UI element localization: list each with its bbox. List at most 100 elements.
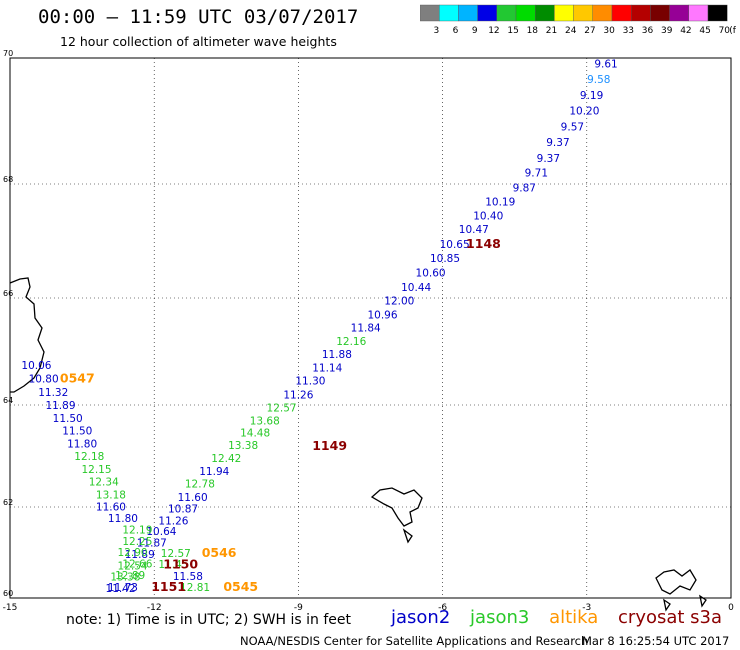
swh-value: 11.73: [108, 582, 138, 594]
swh-value: 10.80: [29, 374, 59, 386]
lon-tick-label: -9: [294, 603, 303, 613]
swh-value: 11.84: [351, 323, 381, 335]
scale-label: 33: [623, 26, 634, 36]
swh-value: 10.40: [473, 210, 503, 222]
swh-value: 14.48: [240, 428, 270, 440]
lat-tick-label: 60: [3, 589, 13, 598]
swh-value: 9.37: [546, 137, 569, 149]
scale-unit: (ft): [729, 26, 736, 36]
swh-value: 11.58: [173, 571, 203, 583]
swh-value: 12.89: [115, 570, 145, 582]
swh-value: 10.44: [401, 282, 431, 294]
scale-label: 18: [527, 26, 539, 36]
lon-tick-label: -6: [438, 603, 447, 613]
swh-value: 11.42: [106, 583, 136, 595]
swh-value: 9.61: [594, 58, 617, 70]
swh-value: 12.81: [180, 582, 210, 594]
swh-value: 12.57: [267, 403, 297, 415]
pass-time-label: 1148: [466, 236, 501, 251]
swh-labels: 9.61 9.58 9.19 10.20 9.57 9.37 9.37 9.71 9.87 10.…: [21, 58, 617, 595]
legend-jason3: jason3: [470, 607, 530, 628]
swh-value: 11.26: [158, 515, 188, 527]
lat-tick-label: 62: [3, 498, 13, 507]
scale-label: 39: [661, 26, 673, 36]
swh-value: 9.37: [537, 153, 560, 165]
swh-value: 12.18: [74, 451, 104, 463]
map-subtitle: 12 hour collection of altimeter wave hei…: [60, 34, 337, 49]
pass-time-label: 0546: [202, 545, 237, 560]
swh-value: 12.19: [122, 524, 152, 536]
swh-value: 11.89: [45, 400, 75, 412]
swh-value: 11.89: [125, 549, 155, 561]
map-title: 00:00 – 11:59 UTC 03/07/2017: [38, 6, 359, 28]
swh-value: 12.16: [336, 336, 366, 348]
legend-jason2: jason2: [391, 607, 451, 628]
swh-value: 12.66: [122, 559, 152, 571]
lat-tick-label: 68: [3, 175, 13, 184]
swh-value: 11.80: [108, 513, 138, 525]
swh-value: 12.25: [122, 536, 152, 548]
swh-value: 11.60: [178, 492, 208, 504]
scale-label: 12: [488, 26, 499, 36]
scale-label: 3: [433, 26, 439, 36]
coastline-shetland-west: [9, 277, 45, 393]
swh-value: 11.32: [38, 387, 68, 399]
timestamp: Mar 8 16:25:54 UTC 2017: [582, 634, 730, 648]
pass-time-label: 0545: [223, 579, 258, 594]
scale-label: 30: [603, 26, 615, 36]
swh-value: 12.00: [384, 295, 414, 307]
lat-tick-label: 64: [3, 396, 13, 405]
pass-time-label: 1150: [163, 556, 198, 571]
credit: NOAA/NESDIS Center for Satellite Applica…: [240, 634, 589, 648]
lon-tick-label: 0: [728, 603, 734, 613]
scale-label: 9: [472, 26, 478, 36]
scale-label: 24: [565, 26, 577, 36]
scale-label: 27: [584, 26, 595, 36]
swh-value: 9.19: [580, 90, 603, 102]
swh-value: 10.60: [416, 267, 446, 279]
scale-label: 6: [453, 26, 459, 36]
scale-label: 70: [719, 26, 731, 36]
swh-value: 10.19: [485, 197, 515, 209]
swh-value: 9.71: [525, 167, 548, 179]
swh-value: 11.87: [137, 538, 167, 550]
coastlines: [9, 277, 707, 612]
scale-label: 15: [507, 26, 518, 36]
lon-tick-label: -12: [147, 603, 162, 613]
lat-tick-label: 70: [3, 49, 13, 58]
swh-value: 13.68: [250, 415, 280, 427]
legend-cryosat: cryosat s3a: [618, 607, 723, 628]
swh-value: 12.15: [81, 464, 111, 476]
swh-value: 9.57: [561, 121, 584, 133]
swh-value: 11.60: [96, 502, 126, 514]
swh-value: 10.47: [459, 224, 489, 236]
swh-value: 10.96: [367, 309, 397, 321]
swh-value: 9.58: [587, 74, 610, 86]
swh-value: 10.20: [569, 106, 599, 118]
swh-value: 11.80: [67, 438, 97, 450]
swh-value: 11.30: [295, 376, 325, 388]
lon-tick-label: -3: [582, 603, 591, 613]
pass-time-label: 1151: [151, 579, 186, 594]
swh-value: 11.88: [322, 349, 352, 361]
swh-value: 12.57: [161, 548, 191, 560]
swh-value: 9.87: [513, 182, 536, 194]
swh-value: 12.54: [118, 560, 148, 572]
swh-value: 11.50: [62, 426, 92, 438]
swh-value: 11.26: [283, 390, 313, 402]
swh-value: 11.14: [312, 362, 342, 374]
swh-value: 10.65: [440, 239, 470, 251]
lat-tick-label: 66: [3, 289, 13, 298]
swh-value: 10.06: [21, 360, 51, 372]
units-note: note: 1) Time is in UTC; 2) SWH is in fe…: [66, 612, 352, 628]
legend-altika: altika: [549, 607, 599, 628]
swh-value: 11.50: [53, 413, 83, 425]
swh-value: 12.34: [89, 477, 119, 489]
lon-tick-label: -15: [3, 603, 18, 613]
scale-label: 45: [699, 26, 710, 36]
swh-value: 10.85: [430, 253, 460, 265]
scale-swatch: [707, 4, 728, 22]
swh-value: 10.64: [146, 526, 176, 538]
